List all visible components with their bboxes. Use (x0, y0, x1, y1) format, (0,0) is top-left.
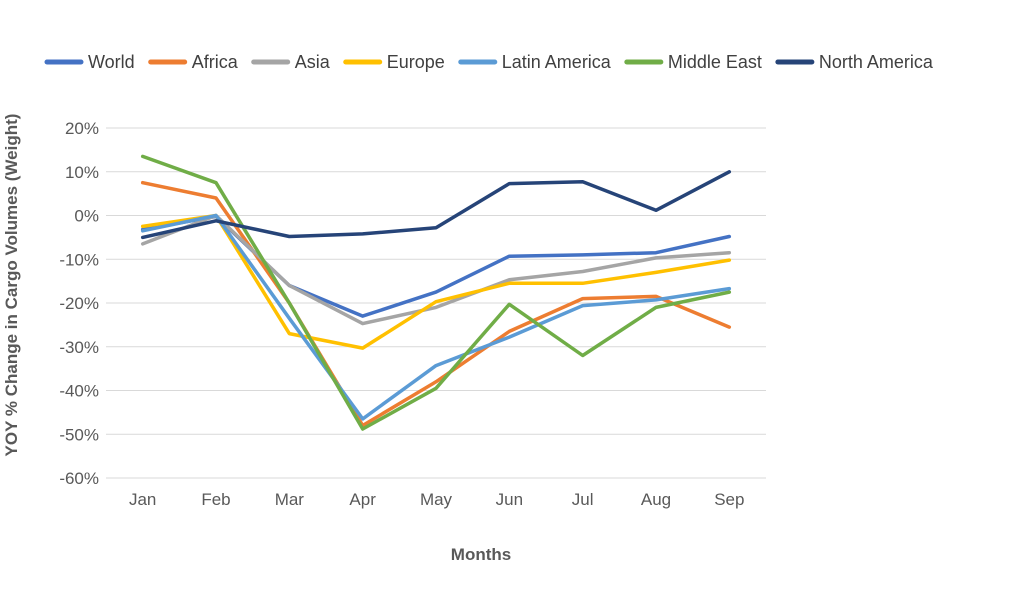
legend-item-europe: Europe (343, 52, 445, 72)
x-tick-label: Mar (275, 490, 305, 509)
legend-item-asia: Asia (251, 52, 331, 72)
x-tick-label: May (420, 490, 453, 509)
legend-label: Middle East (668, 52, 762, 72)
x-tick-label: Jun (496, 490, 523, 509)
x-tick-label: Jul (572, 490, 594, 509)
x-tick-label: Feb (201, 490, 230, 509)
legend-label: World (88, 52, 135, 72)
x-tick-label: Sep (714, 490, 744, 509)
x-tick-label: Jan (129, 490, 156, 509)
legend-item-middle-east: Middle East (624, 52, 762, 72)
y-tick-label: -40% (59, 382, 99, 401)
legend-label: Latin America (502, 52, 612, 72)
x-tick-label: Apr (349, 490, 376, 509)
x-axis-ticks: Jan Feb Mar Apr May Jun Jul Aug Sep (129, 490, 745, 509)
y-tick-label: 20% (65, 119, 99, 138)
legend-label: Europe (387, 52, 445, 72)
legend-item-north-america: North America (775, 52, 934, 72)
series-line-latin-america (140, 213, 732, 421)
series-lines (140, 154, 732, 431)
legend-label: North America (819, 52, 934, 72)
series-line-europe (140, 213, 732, 350)
y-tick-label: -20% (59, 294, 99, 313)
series-line-middle-east (140, 154, 732, 431)
legend-item-africa: Africa (148, 52, 239, 72)
legend-item-latin-america: Latin America (458, 52, 612, 72)
y-tick-label: -60% (59, 469, 99, 488)
gridlines (106, 127, 766, 479)
y-tick-label: -30% (59, 338, 99, 357)
series-line-asia (140, 213, 732, 326)
x-axis-title: Months (451, 545, 511, 564)
y-axis-ticks: 20% 10% 0% -10% -20% -30% -40% -50% -60% (59, 119, 99, 488)
legend-label: Asia (295, 52, 331, 72)
y-tick-label: 10% (65, 163, 99, 182)
x-tick-label: Aug (641, 490, 671, 509)
series-line-africa (140, 180, 732, 428)
y-tick-label: -50% (59, 425, 99, 444)
legend-item-world: World (44, 52, 135, 72)
y-tick-label: 0% (74, 207, 99, 226)
y-tick-label: -10% (59, 250, 99, 269)
y-axis-title: YOY % Change in Cargo Volumes (Weight) (2, 114, 21, 457)
series-line-north-america (140, 170, 732, 240)
legend: World Africa Asia Europe Latin America Middle… (44, 52, 934, 72)
legend-label: Africa (192, 52, 239, 72)
